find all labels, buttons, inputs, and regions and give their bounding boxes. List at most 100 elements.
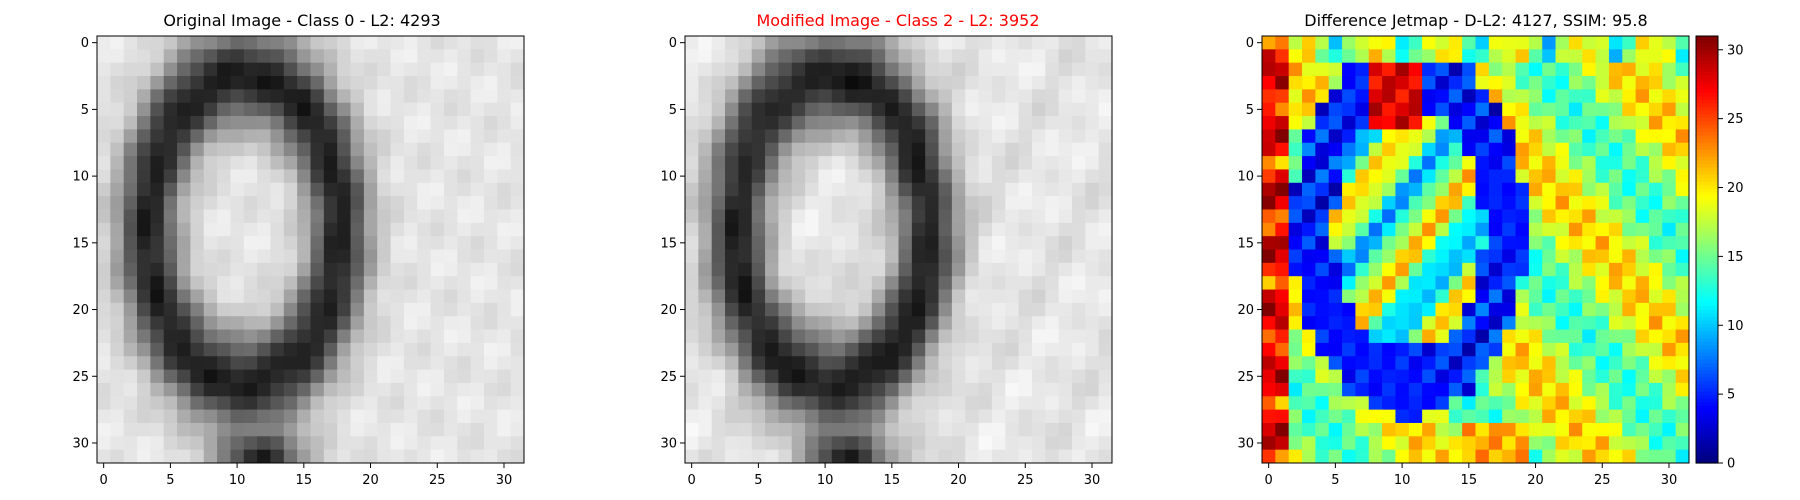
pixel-cell bbox=[751, 89, 766, 104]
pixel-cell bbox=[430, 116, 445, 130]
pixel-cell bbox=[1435, 236, 1450, 250]
pixel-cell bbox=[177, 89, 191, 104]
pixel-cell bbox=[1608, 222, 1623, 237]
pixel-cell bbox=[1648, 89, 1663, 104]
pixel-cell bbox=[337, 276, 351, 290]
pixel-cell bbox=[163, 342, 178, 357]
pixel-cell bbox=[123, 249, 138, 264]
pixel-cell bbox=[1098, 436, 1113, 451]
pixel-cell bbox=[1542, 302, 1556, 317]
pixel-cell bbox=[965, 49, 979, 64]
y-tick-label: 10 bbox=[660, 170, 677, 185]
pixel-cell bbox=[1275, 316, 1290, 330]
pixel-cell bbox=[1031, 356, 1046, 370]
pixel-cell bbox=[765, 142, 779, 157]
pixel-cell bbox=[337, 222, 351, 237]
pixel-cell bbox=[1275, 302, 1290, 317]
pixel-cell bbox=[1462, 356, 1476, 370]
pixel-cell bbox=[1648, 156, 1663, 170]
pixel-cell bbox=[510, 116, 525, 130]
pixel-cell bbox=[751, 129, 766, 144]
pixel-cell bbox=[991, 49, 1006, 64]
pixel-cell bbox=[1355, 236, 1370, 250]
pixel-cell bbox=[1662, 209, 1677, 224]
pixel-cell bbox=[831, 129, 846, 144]
pixel-cell bbox=[831, 36, 846, 50]
pixel-cell bbox=[925, 36, 939, 50]
pixel-cell bbox=[871, 369, 886, 384]
pixel-cell bbox=[150, 329, 165, 344]
pixel-cell bbox=[1395, 449, 1410, 464]
pixel-cell bbox=[443, 436, 458, 451]
pixel-cell bbox=[1448, 409, 1463, 424]
colorbar-step bbox=[1696, 185, 1718, 190]
pixel-cell bbox=[831, 62, 846, 77]
pixel-cell bbox=[805, 156, 819, 170]
pixel-cell bbox=[323, 396, 338, 411]
pixel-cell bbox=[203, 396, 218, 411]
pixel-cell bbox=[203, 249, 218, 264]
pixel-cell bbox=[1422, 142, 1436, 157]
pixel-cell bbox=[1622, 262, 1637, 277]
pixel-cell bbox=[845, 302, 859, 317]
pixel-cell bbox=[818, 262, 833, 277]
pixel-cell bbox=[163, 436, 178, 451]
pixel-cell bbox=[1071, 449, 1086, 464]
pixel-cell bbox=[1368, 249, 1383, 264]
colorbar-step bbox=[1696, 334, 1718, 340]
pixel-cell bbox=[1448, 342, 1463, 357]
pixel-cell bbox=[1515, 302, 1530, 317]
pixel-cell bbox=[1275, 236, 1290, 250]
pixel-cell bbox=[1355, 329, 1370, 344]
panel-difference: Difference Jetmap - D-L2: 4127, SSIM: 95… bbox=[1237, 11, 1690, 488]
pixel-cell bbox=[1555, 342, 1570, 357]
pixel-cell bbox=[470, 436, 485, 451]
pixel-cell bbox=[1302, 302, 1316, 317]
pixel-cell bbox=[1262, 36, 1276, 50]
pixel-cell bbox=[203, 156, 218, 170]
pixel-cell bbox=[1648, 62, 1663, 77]
pixel-cell bbox=[738, 102, 753, 117]
pixel-cell bbox=[1085, 449, 1100, 464]
pixel-cell bbox=[1018, 289, 1033, 304]
pixel-cell bbox=[711, 316, 726, 330]
pixel-cell bbox=[350, 369, 365, 384]
pixel-cell bbox=[1675, 142, 1690, 157]
pixel-cell bbox=[1448, 329, 1463, 344]
pixel-cell bbox=[230, 222, 245, 237]
pixel-cell bbox=[457, 89, 472, 104]
pixel-cell bbox=[137, 49, 151, 64]
pixel-cell bbox=[991, 409, 1006, 424]
pixel-cell bbox=[297, 76, 311, 90]
pixel-cell bbox=[1302, 396, 1316, 411]
pixel-cell bbox=[97, 249, 111, 264]
pixel-cell bbox=[483, 36, 498, 50]
pixel-cell bbox=[1342, 329, 1356, 344]
pixel-cell bbox=[1018, 156, 1033, 170]
pixel-cell bbox=[698, 342, 713, 357]
pixel-cell bbox=[377, 236, 391, 250]
pixel-cell bbox=[751, 36, 766, 50]
pixel-cell bbox=[510, 49, 525, 64]
pixel-cell bbox=[765, 329, 779, 344]
pixel-cell bbox=[1635, 36, 1650, 50]
pixel-cell bbox=[430, 222, 445, 237]
pixel-cell bbox=[1058, 129, 1073, 144]
pixel-cell bbox=[991, 102, 1006, 117]
pixel-cell bbox=[818, 342, 833, 357]
pixel-cell bbox=[510, 249, 525, 264]
pixel-cell bbox=[337, 116, 351, 130]
colorbar-step bbox=[1696, 149, 1718, 155]
pixel-cell bbox=[217, 422, 231, 437]
pixel-cell bbox=[363, 329, 378, 344]
y-tick-label: 30 bbox=[1237, 436, 1254, 451]
pixel-cell bbox=[390, 196, 405, 210]
pixel-cell bbox=[390, 142, 405, 157]
pixel-cell bbox=[150, 89, 165, 104]
axes-frame-modified bbox=[684, 35, 1113, 464]
pixel-cell bbox=[1555, 236, 1570, 250]
pixel-cell bbox=[1675, 369, 1690, 384]
colorbar-step bbox=[1696, 50, 1718, 55]
pixel-cell bbox=[230, 89, 245, 104]
pixel-cell bbox=[1085, 422, 1100, 437]
